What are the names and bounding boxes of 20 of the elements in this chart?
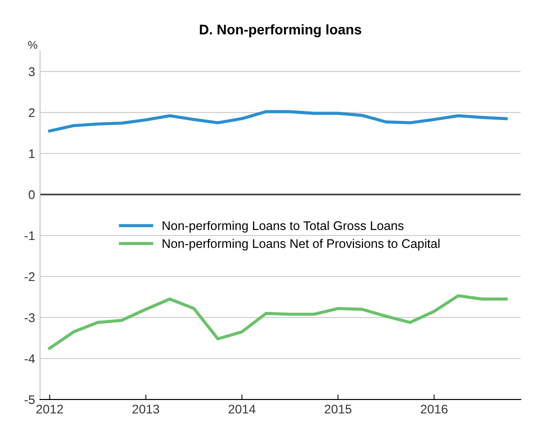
x-tick-label: 2013 [132,404,160,414]
chart-title: D. Non-performing loans [200,24,362,38]
y-tick-label: -2 [24,272,35,282]
x-tick-label: 2012 [36,404,63,414]
x-tick-label: 2016 [420,404,448,414]
legend-label: Non-performing Loans to Total Gross Loans [162,220,404,233]
line-series [48,294,508,350]
y-tick-label: -5 [24,395,35,404]
x-tick-label: 2015 [324,404,352,414]
legend-label: Non-performing Loans Net of Provisions to Capital [162,238,440,250]
line-series [48,110,508,132]
y-tick-label: 0 [28,190,35,200]
x-tick-label: 2014 [228,404,256,414]
y-tick-label: -3 [24,313,35,322]
y-tick-label: 2 [28,108,35,118]
y-tick-label: -1 [24,231,35,240]
y-axis-title: % [28,40,38,49]
y-tick-label: 1 [29,149,35,158]
y-tick-label: -4 [24,354,35,364]
y-tick-label: 3 [28,67,35,76]
